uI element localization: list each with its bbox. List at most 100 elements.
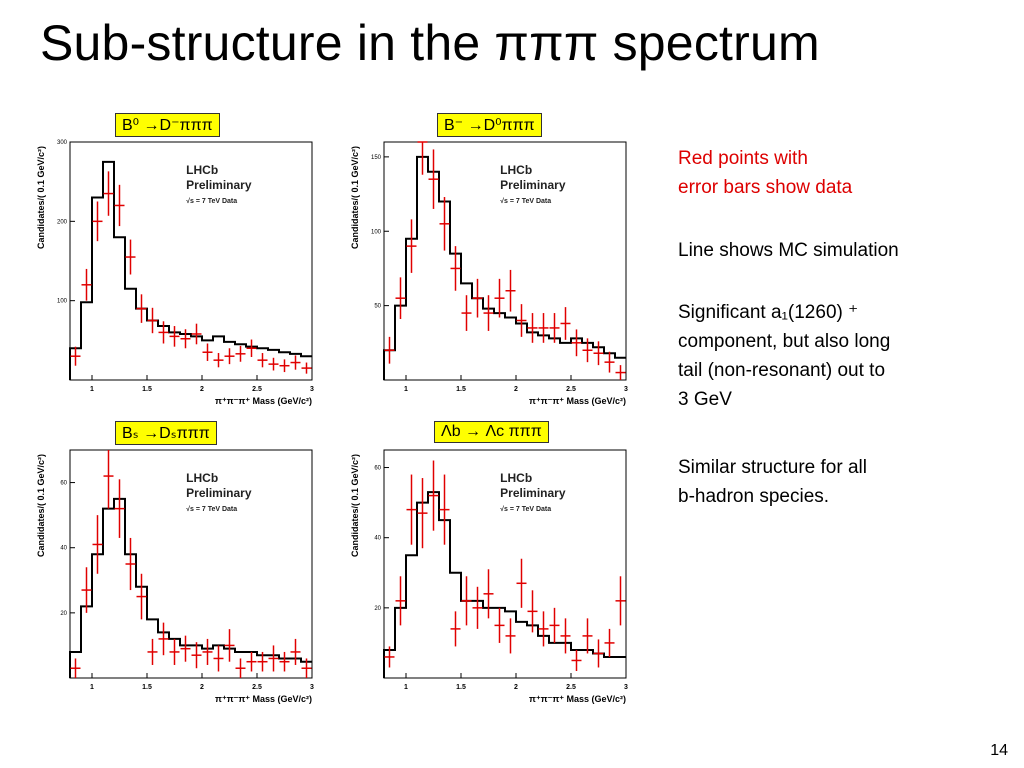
data-point <box>202 638 213 665</box>
data-point <box>560 618 571 654</box>
x-tick-label: 1 <box>90 386 94 393</box>
data-point <box>191 323 202 345</box>
data-point <box>472 278 483 318</box>
data-point <box>428 460 439 531</box>
data-point <box>593 341 604 366</box>
mc-histogram <box>383 491 626 678</box>
data-point <box>246 339 257 357</box>
data-point <box>301 658 312 678</box>
data-point <box>158 321 169 344</box>
x-tick-label: 2 <box>200 386 204 393</box>
data-point <box>527 590 538 633</box>
data-point <box>395 576 406 626</box>
data-point <box>505 618 516 654</box>
annotation-preliminary: Preliminary <box>500 486 566 500</box>
data-point <box>384 336 395 364</box>
data-point <box>290 638 301 665</box>
data-point <box>604 628 615 657</box>
plot-frame <box>383 449 627 679</box>
x-axis-label: π⁺π⁻π⁺ Mass (GeV/c²) <box>215 694 312 704</box>
note-red-line-1: Red points with <box>678 148 808 169</box>
x-tick-label: 3 <box>310 386 314 393</box>
data-point <box>103 171 114 216</box>
y-tick-label: 20 <box>60 611 67 617</box>
x-tick-label: 1.5 <box>456 386 466 393</box>
data-point <box>604 351 615 373</box>
data-point <box>439 474 450 545</box>
y-axis-label: Candidates/( 0.1 GeV/c²) <box>36 146 46 249</box>
panel-label-bminus: B⁻ →D⁰πππ <box>437 113 542 137</box>
chart-bminus-to-d0-3pi: 1 1.5 2 2.5 3 50 100 150 π⁺π⁻π⁺ Mass (GeV/c²) Can… <box>350 141 628 406</box>
mc-histogram <box>69 497 312 678</box>
x-tick-label: 2.5 <box>252 386 262 393</box>
data-point <box>136 294 147 323</box>
annotation-energy: √s = 7 TeV Data <box>186 505 237 513</box>
plot-frame <box>383 141 627 381</box>
data-point <box>70 346 81 366</box>
data-point <box>384 646 395 668</box>
note-similar: Similar structure for all b-hadron speci… <box>678 453 867 511</box>
x-tick-label: 1.5 <box>142 386 152 393</box>
data-point <box>257 353 268 368</box>
x-tick-label: 2.5 <box>566 684 576 691</box>
data-point <box>224 629 235 662</box>
note-similar-line-2: b-hadron species. <box>678 486 830 507</box>
data-point <box>147 638 158 665</box>
data-point <box>81 268 92 301</box>
x-tick-label: 2.5 <box>566 386 576 393</box>
annotation-lhcb: LHCb <box>500 163 532 177</box>
data-point <box>180 635 191 662</box>
mc-histogram <box>383 155 626 380</box>
x-tick-label: 1 <box>404 386 408 393</box>
y-tick-label: 60 <box>60 481 67 487</box>
x-tick-label: 2 <box>514 386 518 393</box>
plot-frame <box>69 449 313 679</box>
data-point <box>147 307 158 334</box>
note-a1-line-4: 3 GeV <box>678 389 732 410</box>
data-point <box>549 313 560 343</box>
data-point <box>224 348 235 365</box>
data-point <box>180 329 191 349</box>
data-point <box>395 277 406 320</box>
data-point <box>92 515 103 574</box>
data-point <box>571 649 582 671</box>
annotation-lhcb: LHCb <box>186 163 218 177</box>
note-red-line-2: error bars show data <box>678 177 853 198</box>
y-tick-label: 200 <box>57 219 68 225</box>
x-tick-label: 3 <box>310 684 314 691</box>
data-point <box>246 651 257 672</box>
annotation-preliminary: Preliminary <box>500 178 566 192</box>
chart-bs-to-ds-3pi: 1 1.5 2 2.5 3 20 40 60 π⁺π⁻π⁺ Mass (GeV/c²) Candi… <box>36 449 314 704</box>
data-point <box>516 304 527 337</box>
data-point <box>70 658 81 678</box>
x-tick-label: 3 <box>624 386 628 393</box>
data-point <box>279 651 290 672</box>
x-tick-label: 1.5 <box>142 684 152 691</box>
y-tick-label: 300 <box>57 140 68 146</box>
data-point <box>202 343 213 361</box>
data-point <box>615 365 626 380</box>
data-point <box>301 362 312 374</box>
data-point <box>235 658 246 678</box>
data-point <box>582 618 593 654</box>
y-tick-label: 150 <box>371 155 382 161</box>
data-point <box>169 638 180 665</box>
annotation-energy: √s = 7 TeV Data <box>500 197 551 205</box>
data-point <box>125 239 136 275</box>
data-point <box>439 197 450 251</box>
x-tick-label: 2 <box>514 684 518 691</box>
y-tick-label: 60 <box>374 466 381 472</box>
note-similar-line-1: Similar structure for all <box>678 457 867 478</box>
note-a1-line-1: Significant a₁(1260) ⁺ <box>678 302 859 323</box>
data-point <box>158 622 169 656</box>
data-point <box>461 295 472 331</box>
y-tick-label: 20 <box>374 606 381 612</box>
data-point <box>472 586 483 629</box>
data-point <box>191 642 202 669</box>
data-point <box>483 295 494 331</box>
y-tick-label: 40 <box>374 536 381 542</box>
x-tick-label: 1.5 <box>456 684 466 691</box>
data-point <box>538 611 549 647</box>
annotation-preliminary: Preliminary <box>186 486 252 500</box>
data-point <box>450 246 461 291</box>
